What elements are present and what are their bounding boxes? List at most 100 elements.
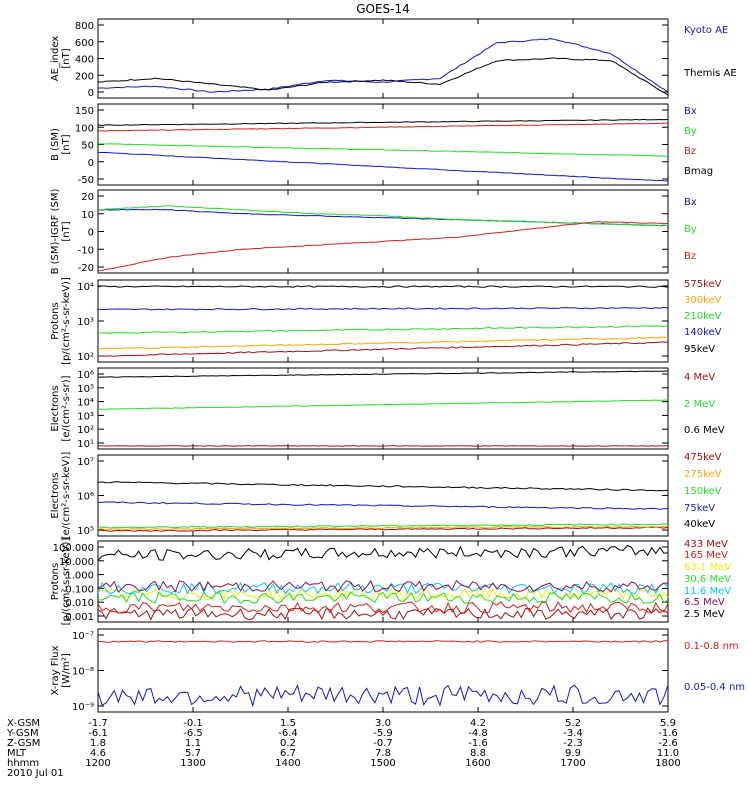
ephemeris-value: -6.4 bbox=[278, 728, 298, 739]
series-line bbox=[97, 445, 669, 447]
y-tick-label: 20 bbox=[81, 192, 94, 203]
panel-frame bbox=[97, 103, 669, 186]
series-line bbox=[97, 640, 669, 643]
legend-label: 0.6 MeV bbox=[684, 425, 725, 436]
ephemeris-value: -5.9 bbox=[373, 728, 393, 739]
ephemeris-value: 5.2 bbox=[565, 718, 581, 729]
legend-label: 150keV bbox=[684, 486, 722, 497]
ephemeris-value: 9.9 bbox=[565, 748, 581, 759]
y-tick-label: -10 bbox=[78, 245, 94, 256]
panel-protons_low: 10⁴ 10³ 10² Protons [p/(cm²-s-sr-keV)] 575keV… bbox=[50, 277, 722, 365]
ephemeris-value: 1800 bbox=[655, 758, 680, 769]
legend-label: 0.05-0.4 nm bbox=[684, 682, 745, 693]
y-axis-label: X-ray Flux bbox=[50, 645, 61, 695]
series-line bbox=[97, 523, 669, 529]
series-line bbox=[97, 601, 669, 614]
y-axis-label: AE_index bbox=[50, 36, 61, 82]
ephemeris-value: -2.3 bbox=[563, 738, 583, 749]
series-line bbox=[97, 325, 669, 335]
legend-label: Themis AE bbox=[683, 68, 737, 79]
ephemeris-value: 1.5 bbox=[280, 718, 296, 729]
legend-label: 433 MeV bbox=[684, 539, 728, 550]
legend-label: 75keV bbox=[684, 503, 715, 514]
y-axis-label: [nT] bbox=[61, 134, 72, 154]
legend-label: 63.1 MeV bbox=[684, 562, 731, 573]
y-tick-label: 10² bbox=[77, 352, 94, 363]
y-axis-label: [nT] bbox=[61, 221, 72, 241]
legend-label: By bbox=[684, 224, 697, 235]
y-axis-label: [p/(cm²-s-sr-keV)] bbox=[61, 538, 72, 626]
ephemeris-row-label: Y-GSM bbox=[6, 728, 39, 739]
y-axis-label: Electrons bbox=[50, 472, 61, 518]
y-axis-label: [nT] bbox=[61, 48, 72, 68]
series-line bbox=[97, 683, 669, 708]
panel-electrons_kev: 10⁷ 10⁶ 10⁵ Electrons [e/(cm²-s-sr-keV)] 475k… bbox=[50, 452, 722, 540]
y-axis-label: Protons bbox=[50, 563, 61, 600]
y-tick-label: 10⁵ bbox=[77, 526, 94, 537]
legend-label: 275keV bbox=[684, 469, 722, 480]
ephemeris-value: 5.7 bbox=[185, 748, 201, 759]
legend-label: Bmag bbox=[684, 166, 713, 177]
series-line bbox=[97, 285, 669, 288]
ephemeris-value: -3.4 bbox=[563, 728, 583, 739]
y-axis-label: Electrons bbox=[50, 385, 61, 431]
ephemeris-value: 5.9 bbox=[660, 718, 676, 729]
legend-label: 2.5 MeV bbox=[684, 609, 725, 620]
ephemeris-value: -4.8 bbox=[468, 728, 488, 739]
ephemeris-value: -0.7 bbox=[373, 738, 393, 749]
series-line bbox=[97, 205, 669, 227]
plot-title: GOES-14 bbox=[356, 2, 410, 16]
series-line bbox=[98, 501, 668, 510]
series-line bbox=[97, 544, 669, 561]
y-tick-label: 10³ bbox=[77, 317, 94, 328]
ephemeris-value: 1300 bbox=[180, 758, 205, 769]
panel-frame bbox=[97, 279, 669, 363]
ephemeris-value: -2.6 bbox=[658, 738, 678, 749]
ephemeris-row-label: MLT bbox=[7, 748, 27, 759]
y-tick-label: 150 bbox=[75, 106, 94, 117]
ephemeris-value: 4.2 bbox=[470, 718, 486, 729]
legend-label: 0.1-0.8 nm bbox=[684, 641, 739, 652]
series-line bbox=[97, 122, 668, 132]
y-tick-label: 10⁷ bbox=[77, 457, 94, 468]
y-axis-label: [e/(cm²-s-sr-keV)] bbox=[61, 452, 72, 540]
y-tick-label: 10 bbox=[81, 210, 94, 221]
panel-b_igrf: 20 10 0 -10 -20 B (SM)-IGRF (SM) [nT] Bx By Bz bbox=[50, 189, 697, 275]
legend-label: 210keV bbox=[684, 311, 722, 322]
y-axis-label: [p/(cm²-s-sr-keV)] bbox=[61, 277, 72, 365]
panel-protons_mev: 100.000 10.000 1.000 0.100 0.010 0.001 Protons… bbox=[50, 538, 731, 626]
ephemeris-row-label: Z-GSM bbox=[7, 738, 40, 749]
series-line bbox=[97, 591, 669, 605]
ephemeris-row-label: hhmm bbox=[7, 758, 39, 769]
y-tick-label: 10⁶ bbox=[77, 370, 94, 381]
panel-xray: 10⁻⁷ 10⁻⁸ 10⁻⁹ X-ray Flux [W/m²] 0.1-0.8 nm 0.… bbox=[50, 628, 745, 713]
ephemeris-value: 11.0 bbox=[657, 748, 679, 759]
y-tick-label: 100.000 bbox=[53, 543, 94, 554]
y-tick-label: 0.010 bbox=[65, 598, 94, 609]
y-axis-label: B (SM)-IGRF (SM) bbox=[50, 189, 61, 275]
ephemeris-value: -1.7 bbox=[88, 718, 108, 729]
panel-frame bbox=[97, 189, 669, 274]
y-tick-label: 0.100 bbox=[65, 584, 94, 595]
series-line bbox=[97, 38, 669, 93]
y-tick-label: 10⁶ bbox=[77, 492, 94, 503]
legend-label: 140keV bbox=[684, 327, 722, 338]
y-tick-label: 400 bbox=[75, 55, 94, 66]
y-tick-label: 0.001 bbox=[65, 612, 94, 623]
ephemeris-row-label: X-GSM bbox=[7, 718, 40, 729]
ephemeris-value: 1700 bbox=[560, 758, 585, 769]
y-tick-label: 200 bbox=[75, 71, 94, 82]
y-tick-label: 50 bbox=[81, 141, 94, 152]
series-line bbox=[97, 336, 669, 350]
ephemeris-value: 3.0 bbox=[375, 718, 391, 729]
series-line bbox=[97, 370, 669, 378]
legend-label: 95keV bbox=[684, 344, 715, 355]
legend-label: 4 MeV bbox=[684, 372, 715, 383]
ephemeris-value: 8.8 bbox=[470, 748, 486, 759]
y-tick-label: 10² bbox=[77, 425, 94, 436]
y-axis-label: Protons bbox=[50, 302, 61, 339]
ephemeris-value: 1500 bbox=[370, 758, 395, 769]
y-tick-label: 600 bbox=[75, 38, 94, 49]
legend-label: 165 MeV bbox=[684, 550, 728, 561]
